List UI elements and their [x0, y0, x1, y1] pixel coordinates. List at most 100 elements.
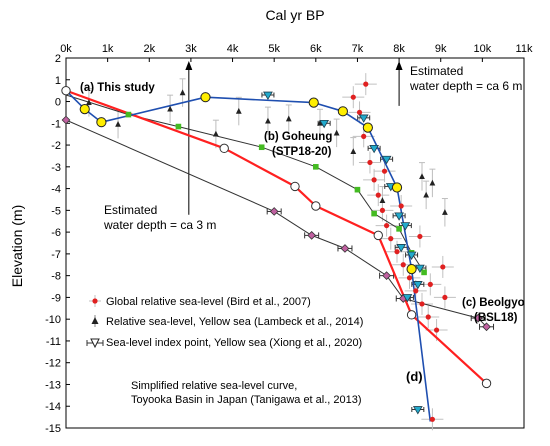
y-tick-label: -10 — [45, 314, 61, 326]
y-tick-label: -13 — [45, 379, 61, 391]
y-tick-label: -3 — [51, 162, 61, 174]
bird-point — [413, 288, 419, 294]
y-tick-label: -8 — [51, 271, 61, 283]
xiong-point — [415, 264, 425, 274]
water3-label-2: water depth = ca 3 m — [103, 218, 216, 232]
xiong-point — [394, 212, 404, 221]
y-tick-label: 1 — [55, 75, 61, 87]
lambeck-point — [442, 209, 448, 215]
bird-point — [388, 236, 394, 242]
y-tick-label: -9 — [51, 292, 61, 304]
bird-point — [394, 249, 400, 255]
this-study-point — [79, 104, 90, 115]
xiong-point — [402, 294, 413, 303]
bird-point — [384, 222, 390, 229]
x-tick-label: 2k — [143, 43, 155, 55]
legend: Global relative sea-level (Bird et al., … — [86, 295, 363, 349]
y-tick-label: -14 — [45, 401, 61, 413]
bird-point — [379, 207, 386, 213]
lambeck-point — [265, 117, 271, 124]
this-study-point — [308, 97, 319, 108]
bird-point — [427, 281, 433, 287]
xiong-point — [412, 281, 423, 290]
lambeck-point — [285, 115, 292, 122]
goheung-point — [354, 186, 361, 193]
y-tick-label: -12 — [45, 358, 61, 370]
legend-label-bird: Global relative sea-level (Bird et al., … — [106, 296, 311, 308]
goheung-point — [175, 123, 182, 130]
goheung-point — [421, 269, 427, 276]
lambeck-point — [115, 120, 121, 127]
x-tick-label: 0k — [60, 43, 72, 55]
x-tick-label: 9k — [435, 43, 447, 55]
xiong-point — [263, 91, 273, 100]
label-d: (d) — [406, 369, 423, 384]
x-tick-label: 5k — [268, 43, 280, 55]
bird-point — [350, 94, 356, 100]
goheung-point — [371, 210, 377, 217]
water6-label-2: water depth = ca 6 m — [409, 79, 522, 93]
beolgyo-point — [473, 313, 483, 323]
bird-point — [367, 159, 373, 166]
this-study-point — [391, 182, 403, 193]
label-beolgyo-2: (BSL18) — [474, 312, 518, 324]
bird-point — [419, 301, 425, 307]
legend-marker-bird — [89, 295, 101, 307]
plot-frame — [65, 57, 525, 429]
bird-point — [381, 168, 388, 174]
x-tick-label: 4k — [227, 43, 239, 55]
bird-point — [398, 203, 404, 209]
y-tick-label: -5 — [51, 205, 61, 217]
bird-point — [417, 233, 423, 240]
x-tick-label: 8k — [393, 43, 405, 55]
y-tick-label: -4 — [51, 184, 61, 196]
lambeck-point — [429, 179, 436, 186]
bird-point — [433, 327, 440, 333]
this-study-line — [65, 90, 432, 422]
y-tick-label: -6 — [51, 227, 61, 239]
y-tick-label: -15 — [45, 423, 61, 435]
toyooka-caption-1: Simplified relative sea-level curve, — [131, 380, 297, 392]
bird-point — [400, 262, 406, 268]
chart-labels: Cal yr BP Elevation (m) (a) This study (… — [9, 7, 525, 406]
this-study-point — [406, 264, 417, 275]
xiong-point — [319, 119, 330, 129]
toyooka-point — [290, 181, 300, 192]
xiong-point — [358, 114, 369, 123]
label-this-study: (a) This study — [80, 82, 155, 94]
y-tick-label: -1 — [51, 118, 61, 130]
y-tick-label: 2 — [55, 53, 61, 65]
beolgyo-point — [340, 244, 350, 253]
axes: 0k 1k 2k 3k 4k 5k 6k 7k 8k 9k 10k 11k 2 1 0 -1 -2 -3 -4 -5 -… — [45, 43, 533, 435]
xiong-point — [412, 406, 423, 415]
bird-point — [375, 192, 381, 198]
bird-point — [429, 416, 435, 422]
legend-label-lambeck: Relative sea-level, Yellow sea (Lambeck … — [106, 316, 363, 328]
water3-label-1: Estimated — [104, 203, 157, 217]
bird-point — [406, 275, 413, 281]
water3-arrowhead — [185, 61, 193, 70]
xiong-point — [381, 155, 392, 165]
legend-marker-lambeck — [91, 315, 99, 327]
x-tick-label: 6k — [310, 43, 322, 55]
toyooka-point — [219, 143, 229, 154]
bird-point — [440, 264, 446, 270]
y-tick-label: -2 — [51, 140, 61, 152]
x-tick-label: 3k — [185, 43, 197, 55]
y-tick-label: -11 — [46, 336, 61, 348]
toyooka-point — [61, 85, 71, 96]
beolgyo-line — [65, 119, 487, 328]
bird-point — [371, 177, 377, 183]
this-study-point — [337, 106, 348, 117]
goheung-line — [65, 94, 425, 273]
legend-label-xiong: Sea-level index point, Yellow sea (Xiong… — [106, 337, 362, 349]
bird-point — [363, 81, 369, 87]
label-goheung-2: (STP18-20) — [272, 146, 332, 158]
label-beolgyo-1: (c) Beolgyo — [462, 297, 525, 309]
water6-label-1: Estimated — [410, 64, 463, 78]
x-tick-label: 7k — [352, 43, 364, 55]
y-tick-label: 0 — [55, 97, 61, 109]
lambeck-point — [419, 173, 425, 179]
toyooka-caption-2: Toyooka Basin in Japan (Tanigawa et al.,… — [131, 394, 362, 406]
lambeck-point — [350, 148, 357, 154]
